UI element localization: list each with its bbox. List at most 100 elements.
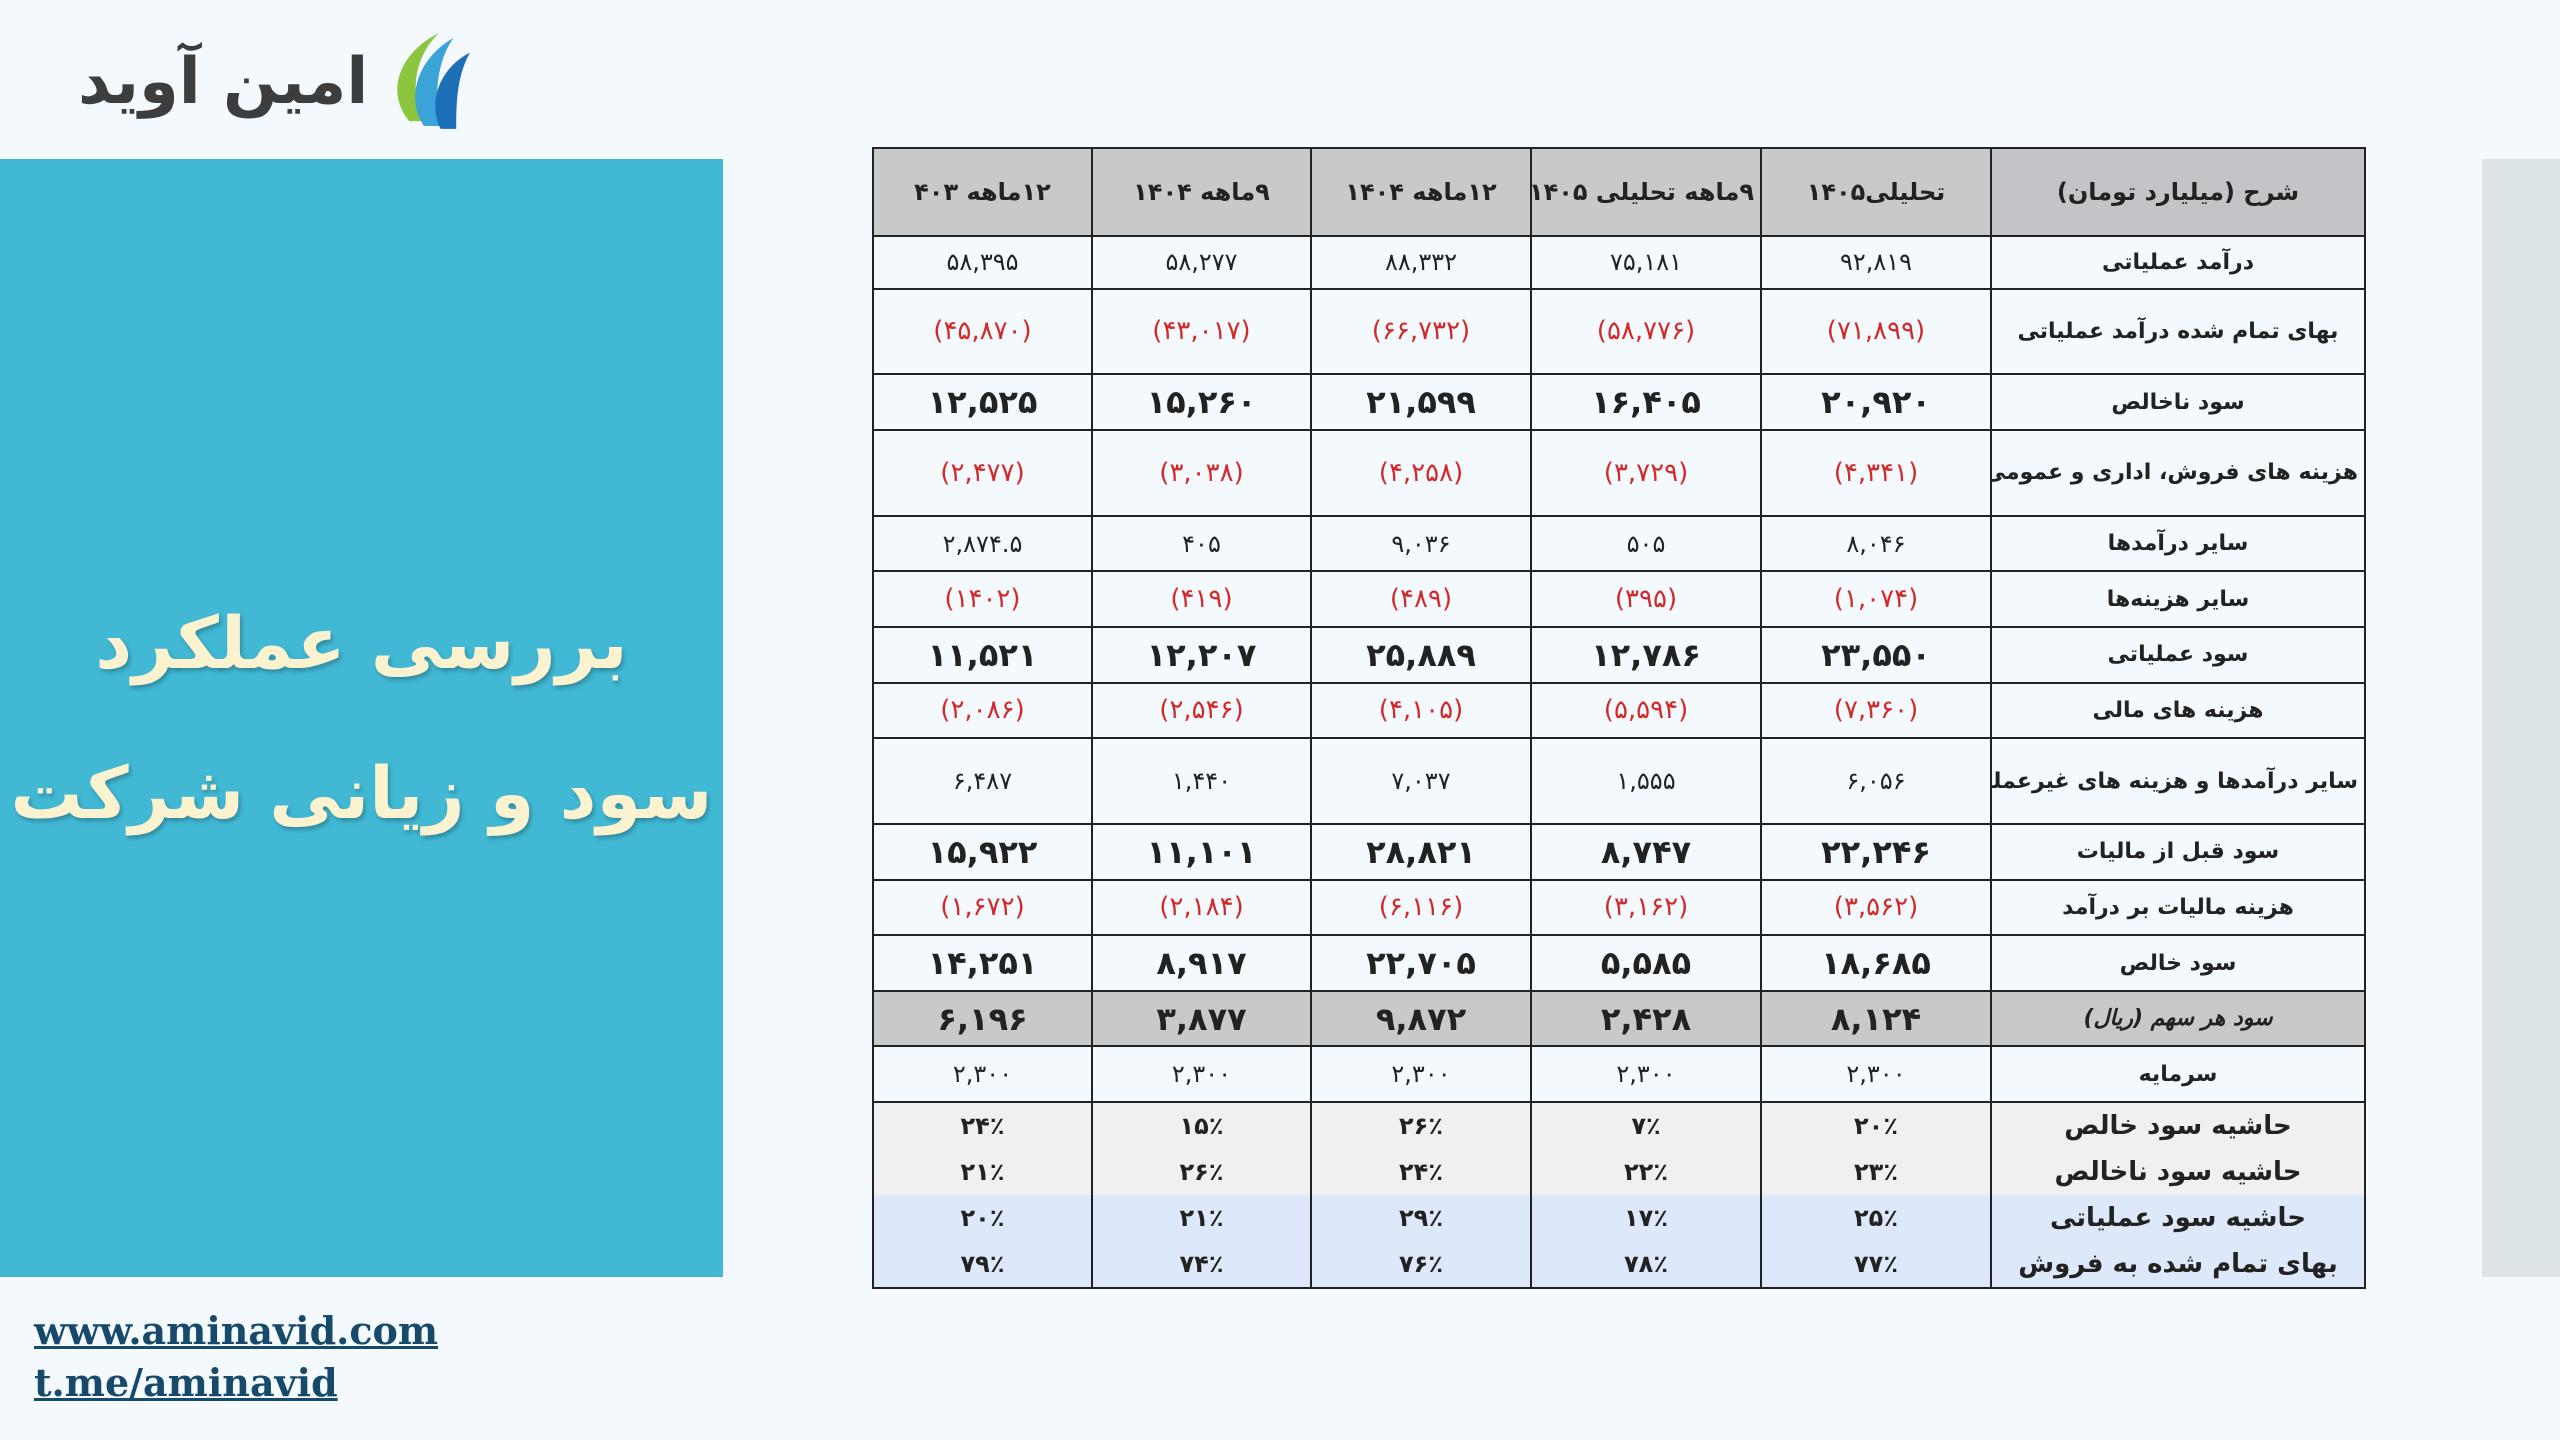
table-row: سایر هزینه‌ها (۱,۰۷۴) (۳۹۵) (۴۸۹) (۴۱۹) (۱۴۰۲… [872, 570, 2366, 629]
header-cell: شرح (میلیارد تومان) [1990, 147, 2366, 237]
value-cell: ۲۵,۸۸۹ [1310, 626, 1532, 684]
value-cell: ۲۱,۵۹۹ [1310, 373, 1532, 432]
title-line-1: بررسی عملکرد [95, 601, 628, 685]
row-label: بهای تمام شده درآمد عملیاتی [1990, 287, 2366, 376]
value-cell: ۷,۰۳۷ [1310, 737, 1532, 826]
table-row: هزینه مالیات بر درآمد (۳,۵۶۲) (۳,۱۶۲) (۶,۱۱… [872, 878, 2366, 937]
table-row: سود عملیاتی ۲۳,۵۵۰ ۱۲,۷۸۶ ۲۵,۸۸۹ ۱۲,۲۰۷ ۱۱,۵۲… [872, 626, 2366, 684]
value-cell: ۱۷٪ [1530, 1194, 1762, 1242]
value-cell: ۲,۳۰۰ [1310, 1045, 1532, 1103]
telegram-link[interactable]: t.me/aminavid [34, 1360, 338, 1405]
row-label: هزینه های مالی [1990, 681, 2366, 740]
header-cell: ۹ماهه ۱۴۰۴ [1091, 147, 1312, 237]
row-label: سود ناخالص [1990, 373, 2366, 432]
value-cell: ۱۲,۷۸۶ [1530, 626, 1762, 684]
value-cell: ۱۲,۵۲۵ [872, 373, 1093, 432]
value-cell: (۳,۱۶۲) [1530, 878, 1762, 937]
value-cell: ۹۲,۸۱۹ [1760, 235, 1992, 290]
value-cell: ۵۰۵ [1530, 514, 1762, 573]
value-cell: (۳,۵۶۲) [1760, 878, 1992, 937]
value-cell: (۶,۱۱۶) [1310, 878, 1532, 937]
value-cell: ۱۴,۲۵۱ [872, 934, 1093, 992]
value-cell: ۲۳,۵۵۰ [1760, 626, 1992, 684]
value-cell: ۱۵,۲۶۰ [1091, 373, 1312, 432]
value-cell: ۸,۹۱۷ [1091, 934, 1312, 992]
table-row: سایر درآمدها و هزینه های غیرعملیاتی۶,۰۵۶… [872, 737, 2366, 826]
value-cell: ۵,۵۸۵ [1530, 934, 1762, 992]
value-cell: ۲۶٪ [1091, 1148, 1312, 1195]
value-cell: ۲۱٪ [872, 1148, 1093, 1195]
row-label: سایر هزینه‌ها [1990, 570, 2366, 629]
value-cell: (۴۳,۰۱۷) [1091, 287, 1312, 376]
row-label: هزینه مالیات بر درآمد [1990, 878, 2366, 937]
row-label: سود قبل از مالیات [1990, 823, 2366, 881]
value-cell: (۴۱۹) [1091, 570, 1312, 629]
value-cell: ۱,۴۴۰ [1091, 737, 1312, 826]
website-link[interactable]: www.aminavid.com [34, 1308, 439, 1353]
value-cell: ۹,۸۷۲ [1310, 989, 1532, 1048]
value-cell: ۲,۴۲۸ [1530, 989, 1762, 1048]
value-cell: ۷۹٪ [872, 1241, 1093, 1289]
value-cell: (۷۱,۸۹۹) [1760, 287, 1992, 376]
value-cell: ۲۲,۷۰۵ [1310, 934, 1532, 992]
links: www.aminavid.com t.me/aminavid [34, 1305, 438, 1409]
title-line-2: سود و زیانی شرکت [10, 751, 713, 835]
value-cell: ۱۲,۲۰۷ [1091, 626, 1312, 684]
table-row: سود خالص ۱۸,۶۸۵ ۵,۵۸۵ ۲۲,۷۰۵ ۸,۹۱۷ ۱۴,۲۵۱ [872, 934, 2366, 992]
value-cell: (۱,۶۷۲) [872, 878, 1093, 937]
value-cell: ۲۵٪ [1760, 1194, 1992, 1242]
row-label: درآمد عملیاتی [1990, 235, 2366, 290]
table-header-row: شرح (میلیارد تومان) تحلیلی۱۴۰۵ ۹ماهه تحل… [872, 147, 2366, 237]
row-label: بهای تمام شده به فروش [1990, 1241, 2366, 1289]
value-cell: ۵۸,۲۷۷ [1091, 235, 1312, 290]
value-cell: ۱۱,۵۲۱ [872, 626, 1093, 684]
value-cell: (۵,۵۹۴) [1530, 681, 1762, 740]
value-cell: ۸,۱۲۴ [1760, 989, 1992, 1048]
value-cell: ۷٪ [1530, 1102, 1762, 1149]
table-row: سود هر سهم (ریال) ۸,۱۲۴ ۲,۴۲۸ ۹,۸۷۲ ۳,۸۷۷ ۶,۱… [872, 989, 2366, 1048]
value-cell: ۲۰٪ [872, 1194, 1093, 1242]
table-row: بهای تمام شده درآمد عملیاتی (۷۱,۸۹۹) (۵۸,۷… [872, 287, 2366, 376]
value-cell: ۲۲٪ [1530, 1148, 1762, 1195]
value-cell: ۸,۰۴۶ [1760, 514, 1992, 573]
table-row: سود ناخالص ۲۰,۹۲۰ ۱۶,۴۰۵ ۲۱,۵۹۹ ۱۵,۲۶۰ ۱۲,۵۲۵ [872, 373, 2366, 432]
header-cell: ۹ماهه تحلیلی ۱۴۰۵ [1530, 147, 1762, 237]
value-cell: (۳,۷۲۹) [1530, 429, 1762, 517]
value-cell: ۷۵,۱۸۱ [1530, 235, 1762, 290]
value-cell: ۴۰۵ [1091, 514, 1312, 573]
value-cell: (۲,۴۷۷) [872, 429, 1093, 517]
value-cell: (۴,۳۴۱) [1760, 429, 1992, 517]
value-cell: (۳۹۵) [1530, 570, 1762, 629]
value-cell: (۴۵,۸۷۰) [872, 287, 1093, 376]
row-label: هزینه های فروش، اداری و عمومی [1990, 429, 2366, 517]
value-cell: ۳,۸۷۷ [1091, 989, 1312, 1048]
value-cell: ۱۵,۹۲۲ [872, 823, 1093, 881]
value-cell: ۲۴٪ [1310, 1148, 1532, 1195]
value-cell: ۷۸٪ [1530, 1241, 1762, 1289]
value-cell: (۲,۱۸۴) [1091, 878, 1312, 937]
value-cell: ۲۸,۸۲۱ [1310, 823, 1532, 881]
value-cell: ۱۱,۱۰۱ [1091, 823, 1312, 881]
logo-swirl-icon [397, 33, 471, 129]
value-cell: ۲,۳۰۰ [1530, 1045, 1762, 1103]
income-statement-table: شرح (میلیارد تومان) تحلیلی۱۴۰۵ ۹ماهه تحل… [872, 147, 2366, 1289]
value-cell: (۴,۲۵۸) [1310, 429, 1532, 517]
table-row: هزینه های مالی (۷,۳۶۰) (۵,۵۹۴) (۴,۱۰۵) (۲,۵۴… [872, 681, 2366, 740]
table-row: هزینه های فروش، اداری و عمومی (۴,۳۴۱) (۳,۷… [872, 429, 2366, 517]
row-label: سایر درآمدها و هزینه های غیرعملیاتی [1990, 737, 2366, 826]
value-cell: ۶,۰۵۶ [1760, 737, 1992, 826]
value-cell: ۲,۳۰۰ [1091, 1045, 1312, 1103]
table-row: حاشیه سود خالص ۲۰٪ ۷٪ ۲۶٪ ۱۵٪ ۲۴٪ [872, 1102, 2366, 1149]
value-cell: ۸,۷۴۷ [1530, 823, 1762, 881]
decorative-side-bar [2482, 159, 2560, 1277]
value-cell: ۶,۴۸۷ [872, 737, 1093, 826]
row-label: سرمایه [1990, 1045, 2366, 1103]
row-label: حاشیه سود ناخالص [1990, 1148, 2366, 1195]
header-cell: ۱۲ماهه ۴۰۳ [872, 147, 1093, 237]
value-cell: ۷۶٪ [1310, 1241, 1532, 1289]
value-cell: ۱۶,۴۰۵ [1530, 373, 1762, 432]
value-cell: ۲۴٪ [872, 1102, 1093, 1149]
value-cell: ۲۶٪ [1310, 1102, 1532, 1149]
header-cell: تحلیلی۱۴۰۵ [1760, 147, 1992, 237]
title-panel: بررسی عملکرد سود و زیانی شرکت [0, 159, 723, 1277]
